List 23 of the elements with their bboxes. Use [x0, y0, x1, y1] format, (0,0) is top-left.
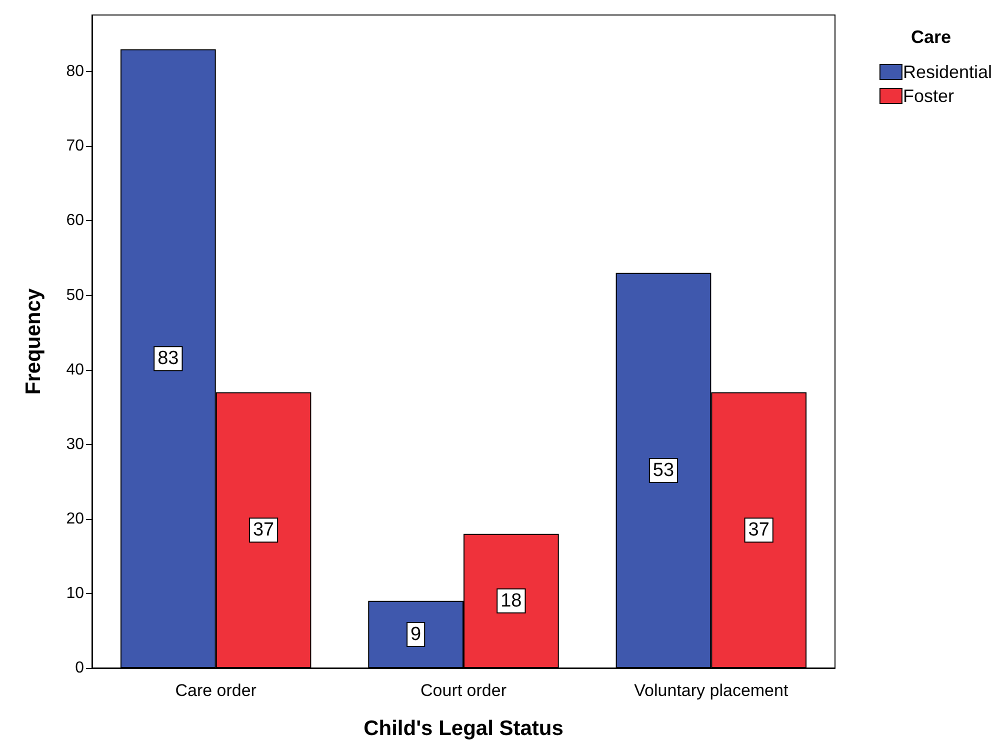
y-tick-label: 40: [66, 361, 84, 378]
y-tick-label: 20: [66, 510, 84, 528]
legend-label: Foster: [902, 86, 954, 106]
data-label: 53: [652, 460, 674, 481]
x-tick-label: Care order: [175, 681, 257, 700]
x-tick-label: Voluntary placement: [634, 681, 788, 700]
data-label: 9: [410, 624, 422, 645]
y-tick-label: 50: [66, 286, 84, 304]
legend-label: Residential: [902, 62, 992, 82]
data-label: 83: [158, 348, 179, 370]
y-axis-title: Frequency: [22, 288, 45, 395]
y-tick-label: 10: [66, 584, 84, 602]
legend-title: Care: [910, 27, 952, 47]
data-label: 18: [500, 590, 522, 612]
data-label: 37: [748, 520, 770, 541]
data-label: 37: [252, 520, 274, 541]
y-tick-label: 70: [66, 138, 84, 155]
y-tick-label: 0: [75, 660, 84, 676]
x-axis-title: Child's Legal Status: [364, 717, 564, 740]
x-tick-label: Court order: [420, 681, 507, 700]
y-tick-label: 30: [66, 436, 84, 453]
y-tick-label: 60: [66, 212, 84, 230]
y-tick-label: 80: [66, 63, 84, 80]
